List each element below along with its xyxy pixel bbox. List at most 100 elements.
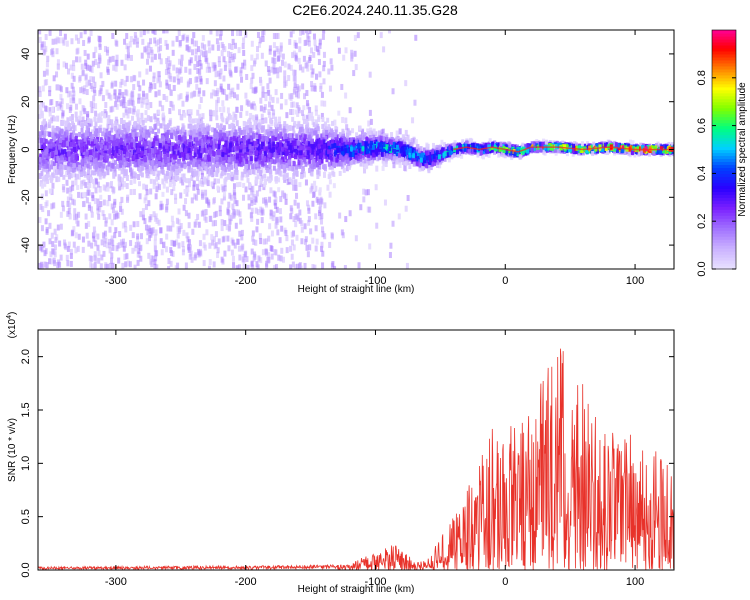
heatmap-cell	[80, 63, 84, 70]
heatmap-cell	[322, 123, 326, 130]
heatmap-cell	[258, 159, 262, 165]
heatmap-cell	[247, 194, 251, 201]
heatmap-cell	[326, 117, 330, 123]
heatmap-cell	[288, 38, 292, 45]
heatmap-cell	[144, 203, 148, 210]
heatmap-cell	[253, 123, 257, 130]
heatmap-cell	[319, 82, 323, 89]
heatmap-cell	[155, 134, 159, 140]
heatmap-cell	[94, 59, 98, 66]
heatmap-cell	[148, 216, 152, 223]
heatmap-cell	[172, 84, 176, 91]
heatmap-cell	[45, 61, 49, 68]
heatmap-cell	[153, 37, 157, 44]
heatmap-cell	[42, 70, 46, 77]
heatmap-cell	[149, 102, 153, 109]
heatmap-cell	[129, 224, 133, 231]
heatmap-cell	[179, 129, 183, 135]
heatmap-cell	[311, 264, 315, 269]
heatmap-cell	[178, 225, 182, 232]
heatmap-cell	[81, 154, 85, 160]
heatmap-cell	[321, 262, 325, 269]
heatmap-cell	[294, 54, 298, 61]
heatmap-cell	[278, 170, 282, 176]
heatmap-cell	[272, 165, 276, 171]
heatmap-cell	[99, 85, 103, 92]
heatmap-cell	[96, 233, 100, 240]
heatmap-cell	[42, 241, 46, 248]
heatmap-cell	[406, 145, 410, 151]
heatmap-cell	[211, 62, 215, 69]
heatmap-cell	[237, 264, 241, 269]
heatmap-cell	[337, 36, 341, 43]
heatmap-cell	[137, 93, 141, 100]
heatmap-cell	[131, 90, 135, 97]
heatmap-cell	[151, 165, 155, 171]
heatmap-cell	[83, 161, 87, 167]
heatmap-cell	[223, 64, 227, 71]
heatmap-cell	[143, 218, 147, 225]
heatmap-cell	[65, 254, 69, 261]
heatmap-cell	[86, 113, 90, 120]
heatmap-cell	[81, 246, 85, 253]
heatmap-cell	[55, 71, 59, 78]
heatmap-cell	[44, 218, 48, 225]
heatmap-cell	[198, 68, 202, 75]
heatmap-cell	[92, 226, 96, 233]
heatmap-cell	[318, 187, 322, 193]
heatmap-cell	[198, 72, 202, 79]
heatmap-cell	[182, 130, 186, 136]
heatmap-cell	[93, 170, 97, 176]
heatmap-cell	[211, 170, 215, 177]
heatmap-cell	[177, 145, 181, 151]
heatmap-cell	[177, 208, 181, 215]
heatmap-cell	[301, 30, 305, 35]
heatmap-cell	[50, 258, 54, 265]
heatmap-cell	[218, 106, 222, 112]
heatmap-cell	[276, 229, 280, 236]
heatmap-cell	[143, 125, 147, 131]
heatmap-cell	[184, 66, 188, 73]
heatmap-cell	[232, 262, 236, 269]
heatmap-cell	[82, 164, 86, 170]
heatmap-cell	[341, 116, 345, 123]
heatmap-cell	[283, 61, 287, 68]
heatmap-cell	[170, 239, 174, 246]
heatmap-cell	[171, 250, 175, 257]
heatmap-cell	[273, 159, 277, 165]
heatmap-cell	[320, 213, 324, 220]
heatmap-cell	[223, 160, 227, 167]
heatmap-cell	[261, 160, 265, 166]
heatmap-cell	[165, 30, 169, 34]
heatmap-cell	[215, 30, 219, 37]
heatmap-cell	[418, 166, 422, 172]
heatmap-cell	[121, 91, 125, 98]
heatmap-cell	[200, 189, 204, 196]
heatmap-cell	[298, 182, 302, 188]
heatmap-cell	[403, 156, 407, 162]
heatmap-cell	[297, 57, 301, 64]
heatmap-cell	[81, 133, 85, 139]
heatmap-cell	[158, 53, 162, 60]
heatmap-cell	[241, 194, 245, 201]
heatmap-cell	[42, 133, 46, 140]
heatmap-cell	[74, 133, 78, 139]
heatmap-cell	[230, 249, 234, 256]
heatmap-cell	[152, 211, 156, 218]
heatmap-cell	[230, 174, 234, 181]
heatmap-cell	[264, 238, 268, 245]
heatmap-cell	[132, 158, 136, 164]
heatmap-cell	[280, 59, 284, 66]
heatmap-cell	[114, 213, 118, 220]
heatmap-cell	[104, 101, 108, 108]
heatmap-cell	[178, 41, 182, 48]
heatmap-cell	[189, 250, 193, 257]
heatmap-cell	[133, 264, 137, 269]
heatmap-cell	[268, 77, 272, 84]
heatmap-cell	[228, 218, 232, 225]
heatmap-cell	[108, 119, 112, 126]
heatmap-cell	[216, 97, 220, 104]
heatmap-cell	[161, 115, 165, 122]
heatmap-cell	[199, 49, 203, 56]
heatmap-cell	[241, 62, 245, 69]
